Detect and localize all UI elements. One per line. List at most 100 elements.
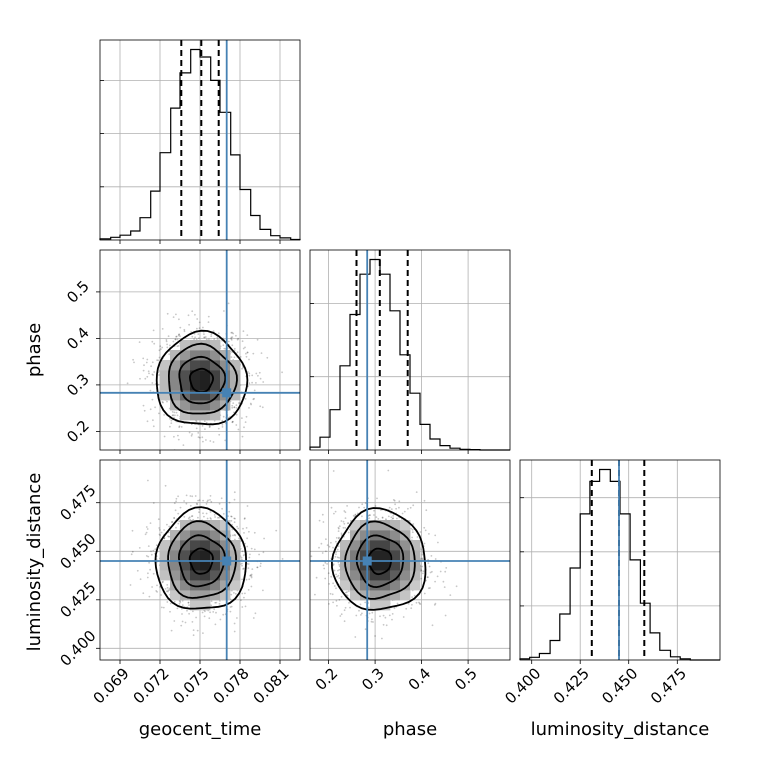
- sample-point: [243, 517, 246, 520]
- density-cell: [380, 540, 391, 551]
- sample-point: [349, 606, 351, 609]
- sample-point: [173, 517, 176, 519]
- corner-plot-labels-layer: geocent_time phase luminosity_distance p…: [24, 323, 709, 740]
- sample-point: [188, 323, 191, 326]
- sample-point: [379, 615, 381, 618]
- sample-point: [174, 338, 177, 341]
- sample-point: [177, 522, 180, 525]
- sample-point: [208, 426, 211, 428]
- sample-point: [238, 537, 240, 540]
- sample-point: [338, 557, 340, 559]
- sample-point: [259, 377, 262, 380]
- sample-point: [361, 503, 364, 506]
- ytick-label-luminosity-distance: 0.400: [56, 627, 99, 670]
- density-cell: [220, 350, 231, 361]
- sample-point: [340, 613, 343, 616]
- sample-point: [202, 499, 205, 502]
- sample-point: [247, 567, 250, 569]
- truth-marker-geocent-time-vs-luminosity-distance: [222, 556, 232, 566]
- sample-point: [398, 506, 400, 509]
- sample-point: [201, 425, 204, 427]
- sample-point: [330, 575, 333, 578]
- sample-point: [345, 591, 347, 594]
- sample-point: [343, 620, 346, 623]
- sample-point: [231, 421, 234, 423]
- sample-point: [243, 532, 245, 534]
- sample-point: [230, 339, 233, 341]
- sample-point: [233, 406, 236, 408]
- sample-point: [241, 367, 243, 370]
- sample-point: [203, 515, 205, 518]
- sample-point: [335, 587, 337, 590]
- sample-point: [184, 621, 187, 624]
- density-cell: [230, 390, 241, 401]
- sample-point: [328, 603, 330, 605]
- sample-point: [214, 601, 217, 604]
- density-cell: [400, 560, 411, 571]
- density-cell: [190, 410, 201, 421]
- density-cell: [370, 570, 381, 581]
- density-cell: [170, 540, 181, 551]
- sample-point: [202, 458, 204, 460]
- sample-point: [163, 435, 166, 438]
- sample-point: [415, 491, 418, 493]
- sample-point: [218, 516, 221, 519]
- sample-point: [381, 637, 383, 640]
- sample-point: [202, 512, 204, 515]
- sample-point: [230, 331, 233, 334]
- sample-point: [248, 374, 251, 377]
- sample-point: [157, 383, 160, 386]
- sample-point: [449, 594, 452, 596]
- sample-point: [253, 531, 256, 534]
- sample-point: [190, 331, 193, 333]
- sample-point: [158, 527, 161, 529]
- sample-point: [217, 427, 220, 430]
- density-cell: [230, 580, 241, 591]
- sample-point: [330, 541, 332, 544]
- sample-point: [177, 345, 180, 347]
- sample-point: [364, 601, 367, 604]
- sample-point: [234, 534, 237, 537]
- sample-point: [164, 588, 167, 590]
- density-cell: [390, 560, 401, 571]
- sample-point: [239, 356, 242, 358]
- sample-point: [145, 361, 148, 364]
- sample-point: [332, 601, 334, 604]
- sample-point: [173, 411, 176, 414]
- density-cell: [370, 560, 381, 571]
- sample-point: [236, 525, 239, 528]
- sample-point: [327, 572, 330, 575]
- sample-point: [151, 382, 154, 384]
- sample-point: [174, 509, 177, 512]
- sample-point: [171, 521, 173, 523]
- sample-point: [195, 420, 198, 423]
- sample-point: [149, 522, 152, 524]
- sample-point: [258, 371, 261, 374]
- sample-point: [157, 359, 160, 362]
- sample-point: [151, 586, 154, 588]
- sample-point: [180, 608, 183, 610]
- sample-point: [190, 434, 193, 437]
- sample-point: [236, 338, 239, 341]
- sample-point: [244, 421, 247, 423]
- sample-point: [275, 529, 278, 532]
- sample-point: [230, 356, 233, 358]
- density-cell: [230, 370, 241, 381]
- density-cell: [390, 520, 401, 531]
- sample-point: [161, 346, 164, 349]
- sample-point: [171, 521, 174, 523]
- sample-point: [322, 521, 325, 523]
- sample-point: [151, 398, 154, 401]
- sample-point: [201, 436, 204, 439]
- density-cell: [200, 520, 211, 531]
- density-cell: [180, 350, 191, 361]
- density-cell: [360, 530, 371, 541]
- sample-point: [192, 629, 195, 631]
- sample-point: [325, 538, 327, 541]
- sample-point: [170, 422, 173, 424]
- sample-point: [191, 621, 194, 623]
- sample-point: [246, 334, 249, 336]
- density-cell: [220, 590, 231, 601]
- density-cell: [190, 400, 201, 411]
- sample-point: [421, 558, 424, 561]
